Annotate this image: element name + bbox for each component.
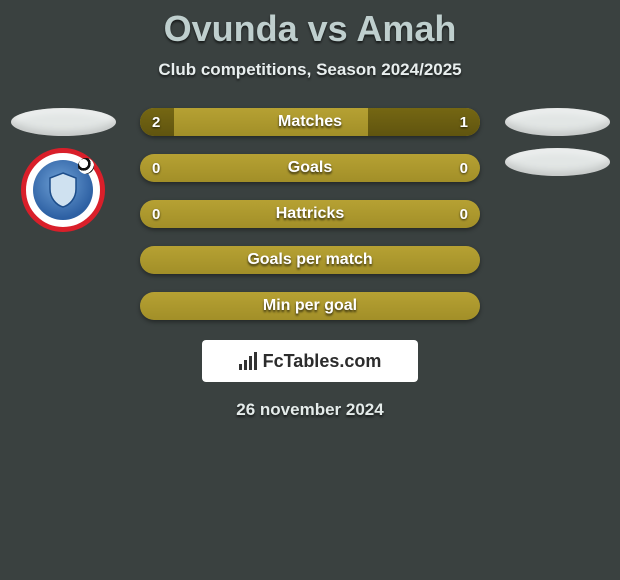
right-player-col [502,108,612,176]
player-oval-placeholder [505,108,610,136]
stat-label: Min per goal [140,297,480,315]
akwa-united-badge [21,148,105,232]
stats-column: 2Matches10Goals00Hattricks0Goals per mat… [135,108,485,320]
branding-badge: FcTables.com [202,340,418,382]
football-icon [78,158,94,174]
stat-row: Goals per match [140,246,480,274]
player-oval-placeholder [11,108,116,136]
stat-row: 0Goals0 [140,154,480,182]
stat-right-value: 0 [460,206,468,223]
subtitle: Club competitions, Season 2024/2025 [0,60,620,80]
left-player-col [8,108,118,232]
stat-label: Matches [140,113,480,131]
stat-right-value: 1 [460,114,468,131]
main-row: 2Matches10Goals00Hattricks0Goals per mat… [0,108,620,320]
stat-row: 0Hattricks0 [140,200,480,228]
stat-label: Hattricks [140,205,480,223]
bar-chart-icon [239,352,257,370]
page-title: Ovunda vs Amah [0,8,620,50]
date-label: 26 november 2024 [0,400,620,420]
branding-text: FcTables.com [263,351,382,372]
shield-icon [48,172,78,208]
player-oval-placeholder [505,148,610,176]
stat-row: 2Matches1 [140,108,480,136]
stat-right-value: 0 [460,160,468,177]
stat-label: Goals per match [140,251,480,269]
stat-row: Min per goal [140,292,480,320]
comparison-infographic: Ovunda vs Amah Club competitions, Season… [0,0,620,420]
stat-label: Goals [140,159,480,177]
